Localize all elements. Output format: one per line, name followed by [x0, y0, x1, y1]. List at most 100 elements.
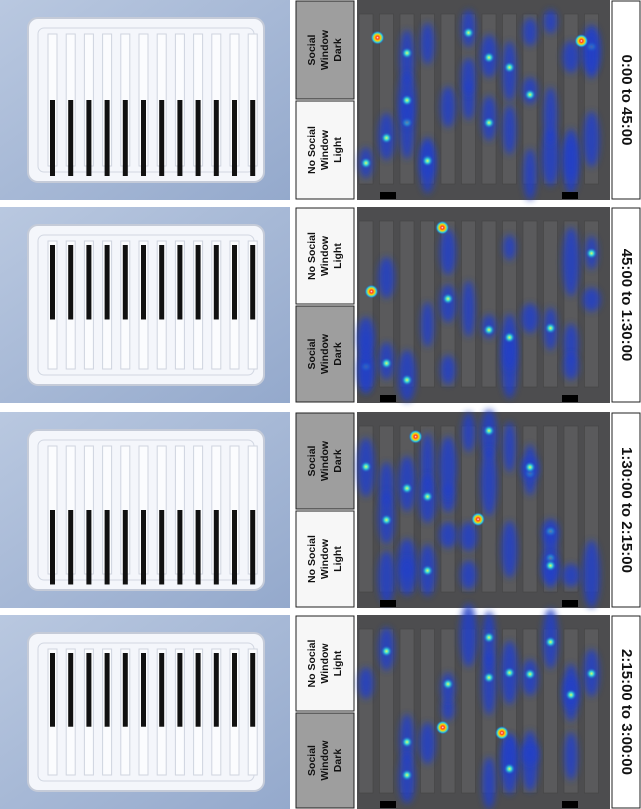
lane	[481, 220, 497, 388]
label-box	[295, 712, 355, 809]
time-label: 2:15:00 to 3:00:00	[618, 649, 635, 775]
black-bar	[177, 510, 183, 585]
condition-label: Window	[319, 29, 331, 70]
heat-spot	[483, 116, 495, 129]
heat-spot	[421, 154, 434, 167]
condition-label: No Social	[306, 232, 318, 280]
black-bar	[104, 245, 110, 320]
black-bar	[250, 510, 256, 585]
heat-spot	[380, 645, 393, 658]
lane	[358, 13, 374, 185]
condition-label: Window	[319, 643, 331, 684]
heat-blob	[378, 257, 395, 299]
heat-blob	[421, 301, 434, 347]
time-box	[611, 615, 641, 809]
heat-blob	[440, 86, 456, 128]
heat-spot	[503, 331, 516, 344]
heat-blob	[523, 148, 537, 201]
heat-blob	[543, 9, 558, 34]
heat-blob	[357, 350, 375, 392]
black-bar	[232, 510, 237, 585]
black-bar	[177, 653, 183, 727]
heat-spot	[401, 373, 413, 386]
black-bar	[86, 653, 92, 727]
black-bar	[104, 510, 110, 585]
heat-spot	[524, 668, 536, 681]
black-bar	[250, 100, 256, 176]
condition-label: Light	[332, 243, 344, 269]
black-bar	[159, 100, 165, 176]
heat-spot	[503, 666, 516, 679]
time-label: 45:00 to 1:30:00	[618, 249, 635, 362]
black-bar	[122, 653, 128, 727]
condition-label: Light	[332, 137, 344, 163]
condition-label: Window	[319, 740, 331, 781]
heat-blob	[501, 521, 518, 578]
heat-blob	[502, 105, 517, 155]
hot-spot	[435, 720, 450, 735]
heat-spot	[483, 323, 495, 336]
time-box	[611, 0, 641, 200]
black-bar	[177, 245, 183, 320]
heat-blob	[582, 287, 601, 312]
heat-spot	[524, 461, 536, 474]
heat-spot	[585, 667, 598, 680]
label-box	[295, 305, 355, 403]
hot-spot	[574, 33, 589, 48]
condition-label: Social	[306, 338, 318, 369]
black-bar	[122, 100, 128, 176]
heat-spot	[380, 357, 393, 370]
heat-blob	[461, 280, 476, 337]
heat-spot	[462, 26, 475, 39]
heat-blob	[543, 87, 558, 145]
marker	[562, 801, 578, 808]
hot-spot	[471, 512, 486, 527]
black-bar	[195, 653, 201, 727]
heat-blob	[440, 229, 456, 276]
heat-spot	[401, 482, 413, 495]
condition-label: Social	[306, 34, 318, 65]
condition-label: Dark	[332, 449, 344, 473]
heat-blob	[522, 18, 538, 46]
heat-blob	[358, 667, 374, 699]
heat-spot	[503, 61, 516, 74]
heat-spot	[401, 736, 413, 749]
heat-spot	[503, 762, 516, 775]
black-bar	[50, 100, 55, 176]
black-bar	[68, 510, 74, 585]
marker	[380, 395, 396, 402]
heat-blob	[541, 128, 560, 187]
label-box	[295, 615, 355, 712]
condition-label: Window	[319, 440, 331, 481]
heat-blob	[459, 522, 478, 551]
heat-blob	[521, 742, 539, 765]
heat-spot	[401, 94, 413, 107]
black-bar	[68, 245, 74, 320]
black-bar	[50, 653, 55, 727]
black-bar	[86, 245, 92, 320]
condition-label: Dark	[332, 342, 344, 366]
heat-spot	[483, 631, 495, 644]
heat-blob	[440, 355, 456, 385]
heat-spot	[360, 157, 372, 170]
lane	[420, 628, 435, 794]
time-box	[611, 412, 641, 608]
condition-label: No Social	[306, 640, 318, 688]
heat-blob	[480, 448, 498, 516]
heat-spot	[380, 513, 393, 526]
marker	[562, 192, 578, 199]
marker	[562, 395, 578, 402]
black-bar	[50, 245, 55, 320]
condition-label: Social	[306, 745, 318, 776]
time-label: 0:00 to 45:00	[618, 55, 635, 146]
black-bar	[68, 100, 74, 176]
heat-blob	[583, 111, 600, 168]
hot-spot	[494, 725, 509, 740]
heat-blob	[563, 353, 579, 380]
black-bar	[232, 245, 237, 320]
black-bar	[86, 100, 92, 176]
black-bar	[232, 653, 237, 727]
heat-spot	[442, 292, 454, 305]
heat-blob	[521, 303, 539, 334]
